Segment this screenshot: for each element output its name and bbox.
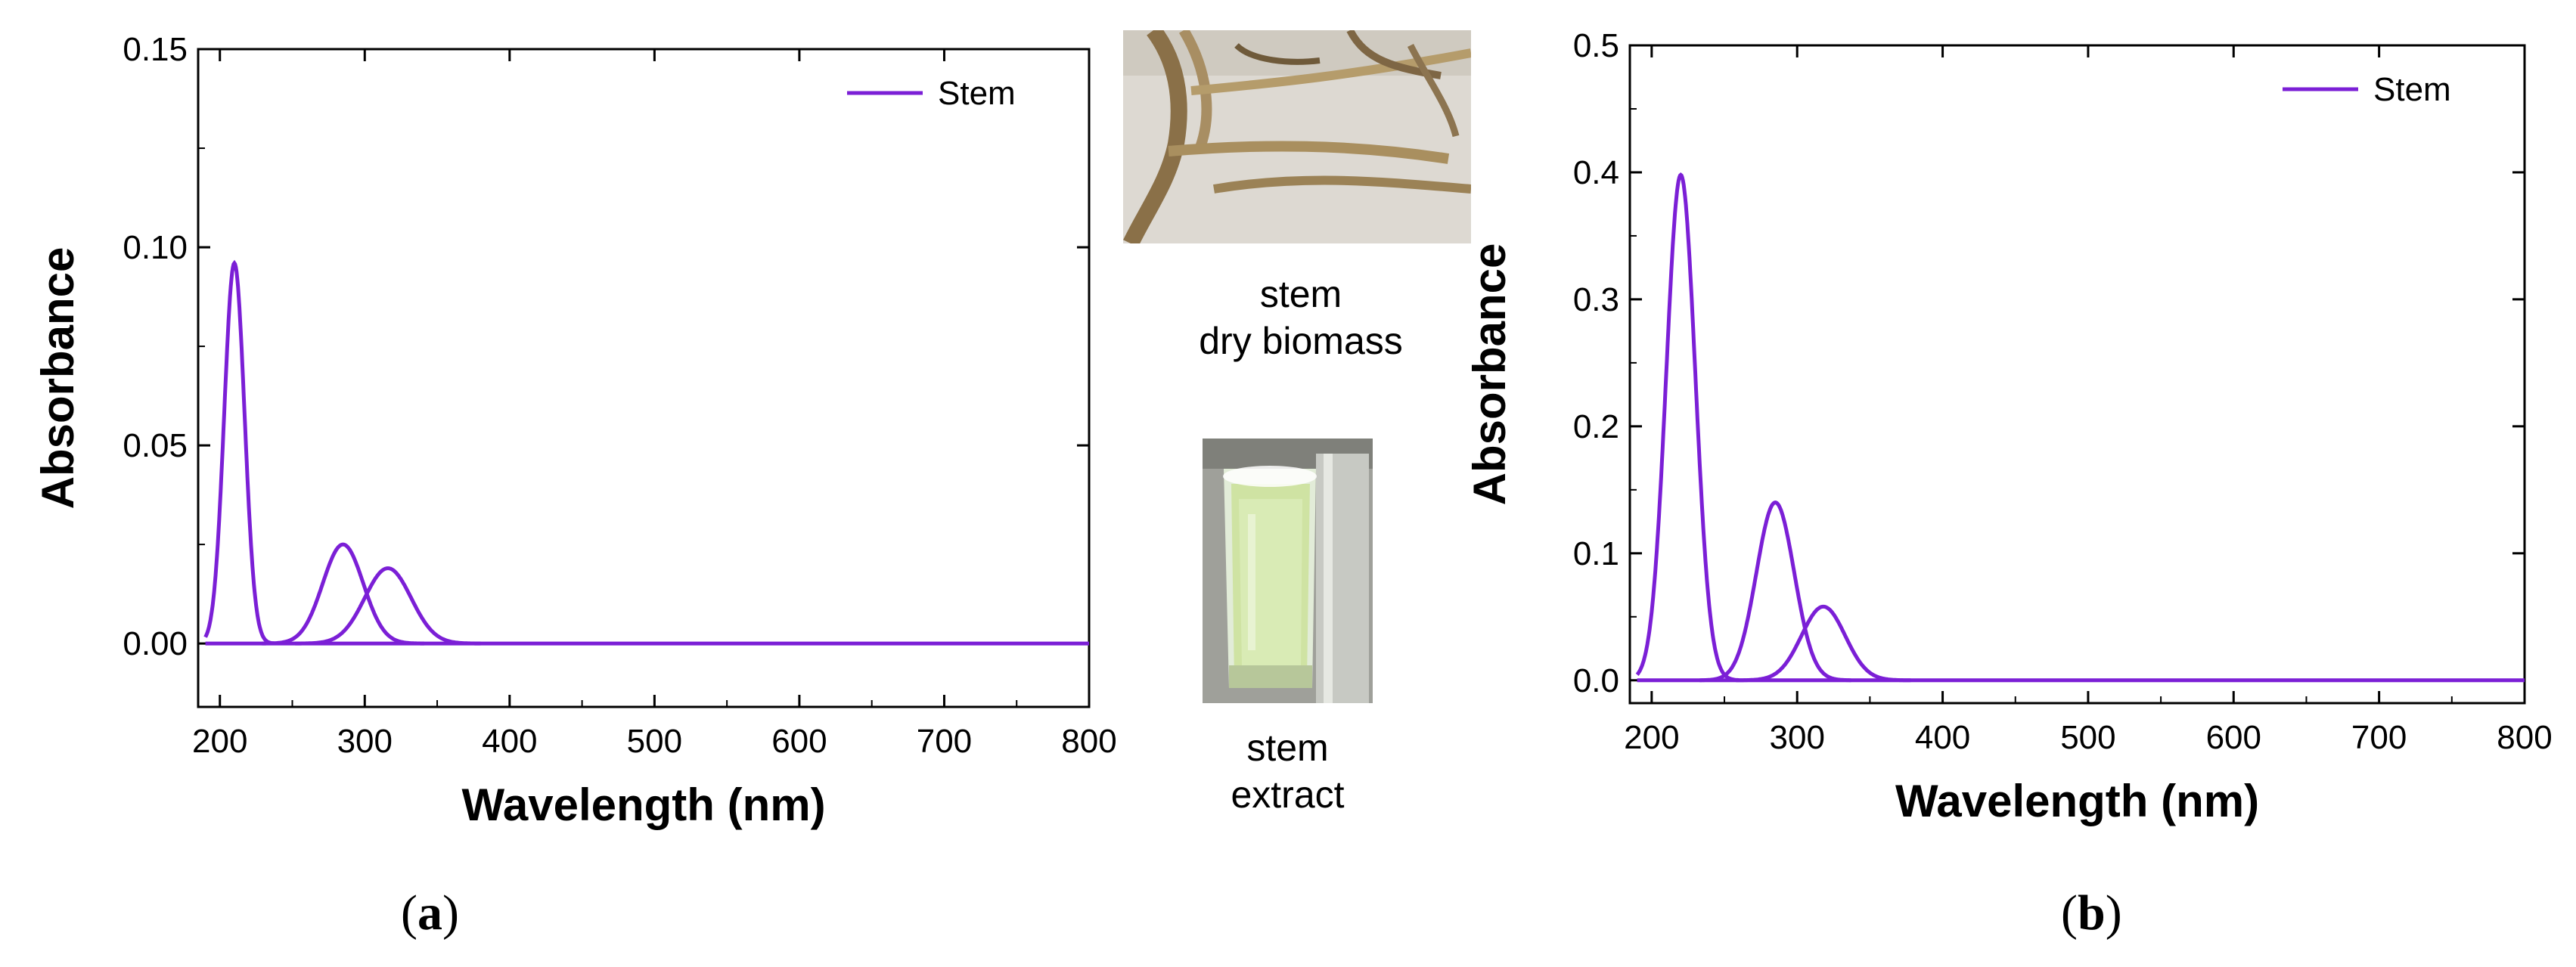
panel-label-a-close: ) [442, 885, 459, 941]
chart1-series-peak-1 [1635, 172, 1740, 682]
chart1-x-tick-label: 800 [2497, 719, 2552, 756]
chart1-y-tick-label: 0.0 [1573, 662, 1619, 699]
chart1-y-tick-label: 0.4 [1573, 154, 1619, 191]
chart0-y-tick-label: 0.00 [123, 625, 188, 662]
chart0-series-peak-2 [262, 542, 424, 646]
chart1-y-tick-label: 0.5 [1573, 27, 1619, 64]
panel-label-b-close: ) [2105, 885, 2122, 941]
chart-b: 200 300 400 500 600 700 800 0.0 0.1 0.2 0.3 0.4 0.5 W… [1464, 27, 2553, 826]
extract-caption-line2: extract [1231, 773, 1345, 816]
chart0-y-tick-label: 0.05 [123, 427, 188, 464]
panel-label-a-open: ( [401, 885, 417, 941]
panel-label-b: (b) [2061, 885, 2122, 942]
chart1-y-tick-label: 0.2 [1573, 408, 1619, 445]
chart1-y-tick-label: 0.1 [1573, 535, 1619, 572]
chart0-legend-label: Stem [938, 75, 1016, 112]
chart0-y-tick-label: 0.10 [123, 229, 188, 266]
biomass-caption-line1: stem [1259, 273, 1342, 315]
stem-dry-biomass-photo [1123, 30, 1471, 243]
extract-caption: stem extract [1187, 724, 1388, 818]
extract-caption-line1: stem [1246, 727, 1329, 769]
panel-label-b-open: ( [2061, 885, 2078, 941]
chart1-series-peak-3 [1736, 604, 1911, 683]
biomass-caption-line2: dry biomass [1199, 320, 1403, 362]
chart0-x-tick-label: 400 [482, 723, 537, 760]
chart1-legend-label: Stem [2373, 71, 2451, 108]
chart1-x-tick-label: 500 [2060, 719, 2115, 756]
chart0-series-peak-3 [295, 566, 481, 646]
chart-a: 200 300 400 500 600 700 800 0.00 0.05 0.10 0.15 Wav… [33, 31, 1117, 830]
chart1-plot-frame [1628, 44, 2526, 705]
chart0-y-tick-label: 0.15 [123, 31, 188, 68]
chart0-plot-frame [197, 48, 1091, 708]
chart0-x-axis-title: Wavelength (nm) [461, 779, 825, 830]
chart1-x-tick-label: 200 [1624, 719, 1679, 756]
chart1-x-tick-label: 400 [1915, 719, 1970, 756]
chart1-y-tick-label: 0.3 [1573, 281, 1619, 318]
chart0-x-tick-label: 300 [337, 723, 393, 760]
chart0-x-tick-label: 200 [192, 723, 247, 760]
chart1-x-axis-title: Wavelength (nm) [1895, 776, 2259, 826]
chart1-x-tick-label: 600 [2206, 719, 2261, 756]
panel-label-a-letter: a [417, 885, 442, 941]
stem-extract-photo [1203, 439, 1373, 703]
chart1-x-tick-label: 700 [2351, 719, 2407, 756]
chart0-series-peak-1 [203, 259, 275, 646]
chart0-x-tick-label: 800 [1061, 723, 1116, 760]
chart0-x-tick-label: 600 [771, 723, 827, 760]
chart0-x-tick-label: 700 [917, 723, 972, 760]
chart0-x-tick-label: 500 [627, 723, 682, 760]
biomass-caption: stem dry biomass [1180, 271, 1422, 364]
chart1-y-axis-title: Absorbance [1464, 243, 1515, 506]
chart1-series-peak-2 [1699, 501, 1851, 683]
chart1-x-tick-label: 300 [1770, 719, 1825, 756]
chart0-y-axis-title: Absorbance [33, 247, 83, 510]
panel-label-b-letter: b [2077, 885, 2106, 941]
panel-label-a: (a) [401, 885, 459, 942]
